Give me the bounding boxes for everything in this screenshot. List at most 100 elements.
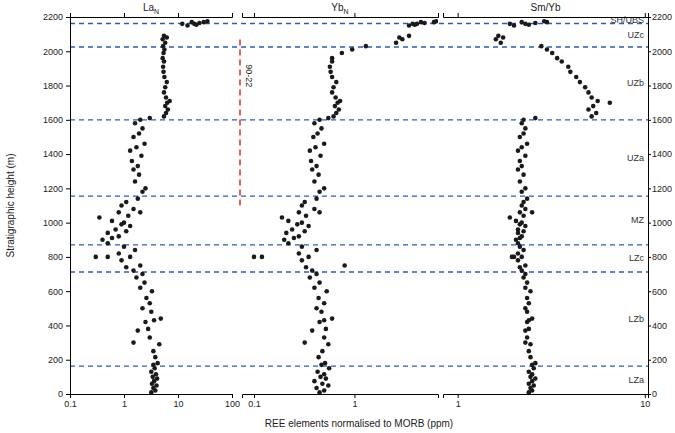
point: [304, 213, 309, 218]
point: [324, 327, 329, 332]
x-tick-label: 1: [456, 399, 461, 409]
x-tick-label: 1: [352, 399, 357, 409]
point: [364, 44, 369, 49]
point: [310, 167, 315, 172]
point: [498, 40, 503, 45]
point: [314, 272, 319, 277]
x-axis-line: [444, 395, 649, 399]
point: [147, 301, 152, 306]
point: [126, 213, 131, 218]
point: [128, 255, 133, 260]
point: [512, 23, 517, 28]
zone-boundary: [70, 46, 648, 47]
zone-label: UZb: [627, 78, 644, 88]
x-tick: 0.1: [248, 394, 261, 409]
point: [312, 379, 317, 384]
point: [496, 34, 501, 39]
y-tick: 600: [648, 287, 667, 297]
point: [508, 215, 513, 220]
point: [523, 285, 528, 290]
point: [523, 154, 528, 159]
point: [330, 316, 335, 321]
y-tick: 1800: [648, 81, 672, 91]
point: [407, 34, 412, 39]
point: [122, 244, 127, 249]
point: [559, 59, 564, 64]
y-tick-mark: [648, 360, 651, 361]
point: [350, 47, 355, 52]
point: [154, 383, 159, 388]
point: [607, 100, 612, 105]
x-tick-mark: [178, 394, 179, 398]
point: [319, 126, 324, 131]
y-tick-label: 800: [652, 252, 667, 262]
panel-title-text: Yb: [331, 2, 344, 13]
y-tick: 2000: [43, 47, 70, 57]
point: [146, 327, 151, 332]
x-tick-label: 1: [122, 399, 127, 409]
y-tick-mark: [66, 120, 70, 121]
y-tick: 1000: [648, 218, 672, 228]
y-tick-label: 2200: [43, 12, 63, 22]
point: [566, 64, 571, 69]
y-tick: 1000: [43, 218, 70, 228]
panel-title-text: La: [143, 2, 155, 13]
point: [149, 309, 154, 314]
point: [434, 19, 438, 24]
point: [131, 268, 136, 273]
point: [138, 263, 143, 268]
x-tick: 100: [225, 394, 240, 409]
point: [521, 131, 526, 136]
panel-title-subscript: N: [344, 8, 349, 15]
x-tick-label: 0.1: [64, 399, 77, 409]
point: [320, 381, 325, 386]
point: [527, 22, 532, 27]
x-tick-top: [354, 13, 355, 17]
point: [413, 22, 418, 27]
point: [326, 383, 331, 388]
point: [150, 289, 155, 294]
point: [525, 196, 530, 201]
point: [521, 248, 526, 253]
point: [518, 135, 523, 140]
point: [525, 142, 530, 147]
point: [142, 142, 147, 147]
point: [290, 227, 295, 232]
y-tick: 2200: [648, 12, 672, 22]
point: [152, 318, 157, 323]
x-tick-top: [254, 13, 255, 17]
point: [137, 131, 142, 136]
y-tick-mark: [648, 51, 651, 52]
point: [306, 224, 311, 229]
y-tick-mark: [648, 223, 651, 224]
point: [525, 296, 530, 301]
point: [516, 227, 521, 232]
zone-label: MZ: [631, 215, 644, 225]
y-axis-left: 0200400600800100012001400160018002000220…: [43, 12, 71, 399]
point: [128, 224, 133, 229]
point: [338, 99, 343, 104]
point: [297, 210, 302, 215]
point: [521, 213, 526, 218]
y-tick: 2200: [43, 12, 70, 22]
point: [185, 23, 190, 28]
x-axis-top-line: [243, 13, 439, 18]
point: [162, 90, 167, 95]
point: [516, 148, 521, 153]
point: [531, 383, 536, 388]
point: [140, 272, 145, 277]
point: [330, 90, 335, 95]
point: [119, 203, 124, 208]
point: [518, 210, 523, 215]
point: [124, 265, 129, 270]
point: [519, 234, 524, 239]
y-tick-mark: [648, 325, 651, 326]
point: [260, 255, 265, 260]
point: [516, 251, 521, 256]
point: [523, 340, 528, 345]
point: [555, 56, 560, 61]
zone-boundary: [70, 195, 648, 196]
zone-label: UZc: [628, 30, 645, 40]
point: [138, 118, 143, 123]
x-tick-top: [458, 13, 459, 17]
